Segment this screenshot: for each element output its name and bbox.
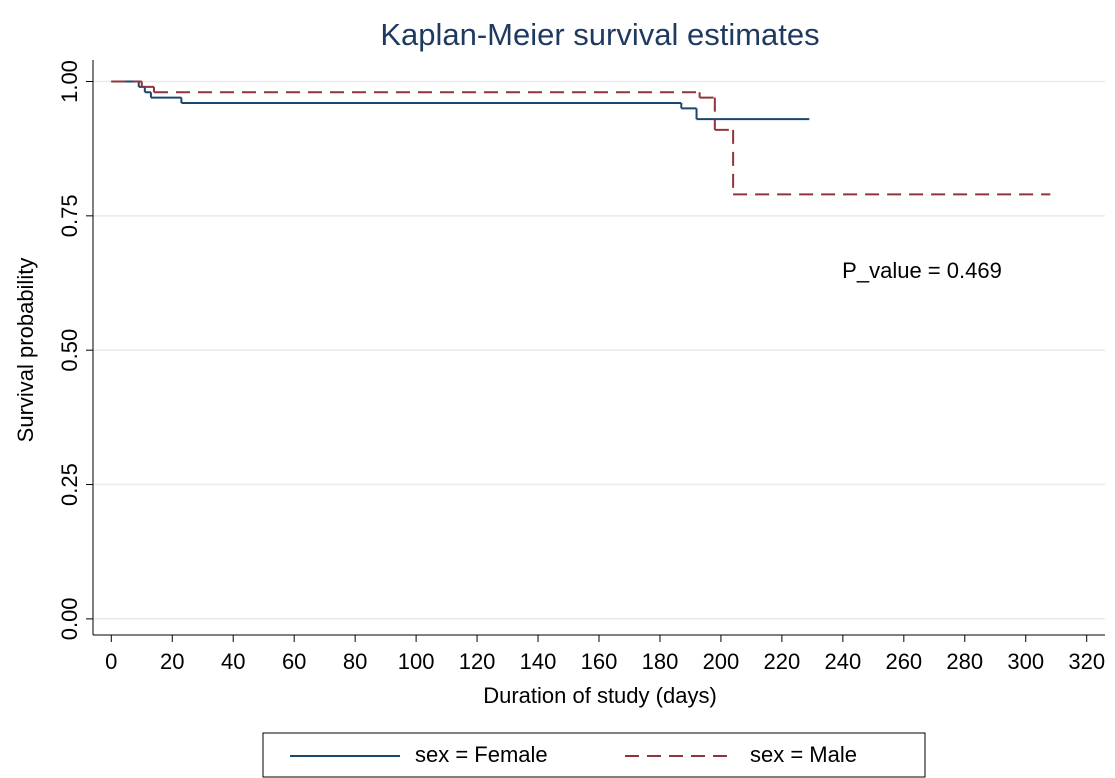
y-tick-label: 1.00 [57,60,82,103]
y-tick-label: 0.00 [57,597,82,640]
x-tick-label: 280 [946,649,983,674]
legend-label: sex = Male [750,742,857,767]
y-tick-label: 0.50 [57,329,82,372]
annotation: P_value = 0.469 [842,258,1002,283]
x-tick-label: 140 [520,649,557,674]
x-tick-label: 160 [581,649,618,674]
x-tick-label: 200 [703,649,740,674]
x-tick-label: 260 [885,649,922,674]
y-tick-label: 0.25 [57,463,82,506]
chart-title: Kaplan-Meier survival estimates [380,17,819,52]
x-tick-label: 120 [459,649,496,674]
y-axis-label: Survival probability [13,258,38,443]
x-tick-label: 20 [160,649,184,674]
x-tick-label: 240 [824,649,861,674]
x-tick-label: 220 [764,649,801,674]
x-axis-label: Duration of study (days) [483,683,717,708]
x-tick-label: 320 [1068,649,1105,674]
legend-label: sex = Female [415,742,548,767]
x-tick-label: 80 [343,649,367,674]
x-tick-label: 100 [398,649,435,674]
x-tick-label: 0 [105,649,117,674]
x-tick-label: 180 [642,649,679,674]
x-tick-label: 300 [1007,649,1044,674]
y-tick-label: 0.75 [57,194,82,237]
x-tick-label: 60 [282,649,306,674]
x-tick-label: 40 [221,649,245,674]
